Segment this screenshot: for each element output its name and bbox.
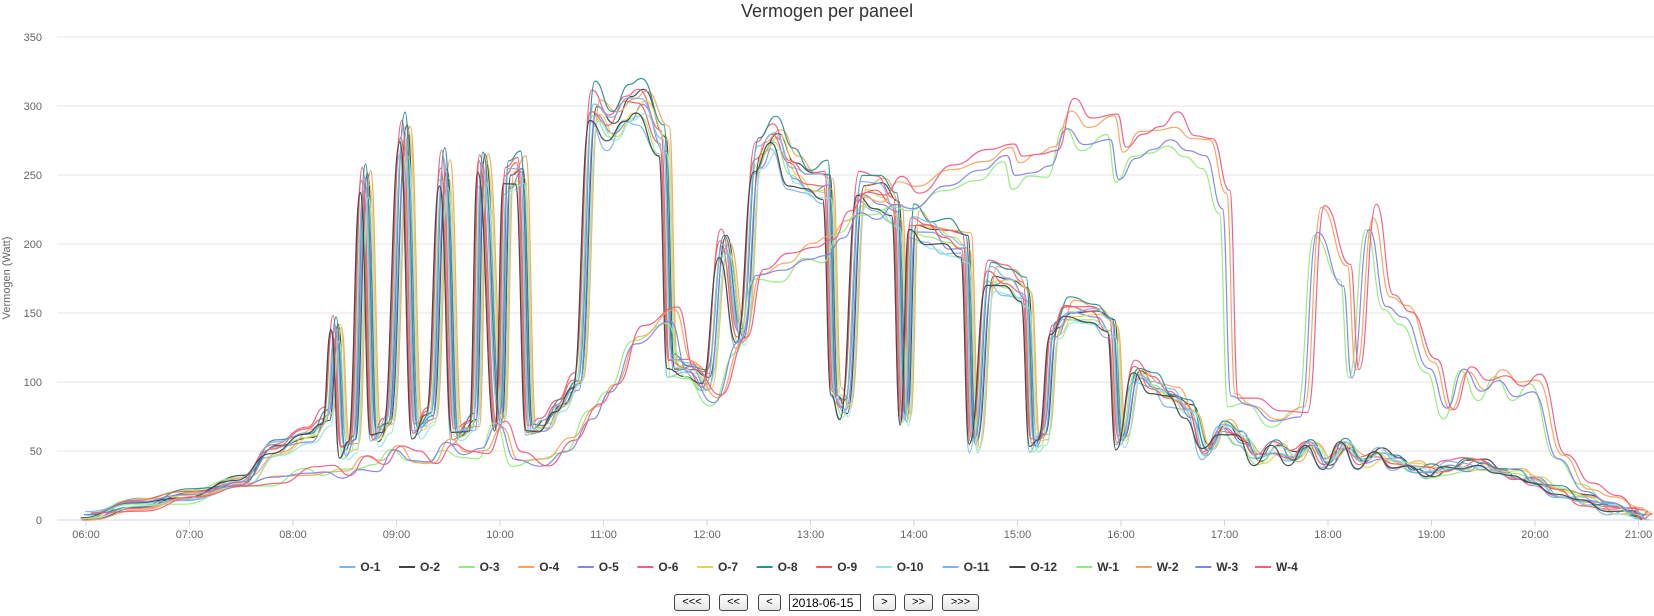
y-axis-label: Vermogen (Watt) (1, 237, 13, 320)
legend-label: O-10 (897, 560, 924, 574)
legend-item-o-8[interactable]: O-8 (756, 560, 798, 574)
series-line-o-12 (80, 112, 1643, 520)
series-lines (80, 77, 1653, 521)
legend-label: O-7 (718, 560, 738, 574)
x-tick-label: 12:00 (693, 529, 721, 541)
series-line-o-6 (82, 88, 1645, 521)
legend-item-o-6[interactable]: O-6 (637, 560, 679, 574)
legend-item-w-4[interactable]: W-4 (1255, 560, 1298, 574)
x-tick-label: 10:00 (486, 529, 514, 541)
legend-label: O-8 (778, 560, 798, 574)
y-tick-label: 200 (24, 239, 42, 251)
x-tick-label: 18:00 (1314, 529, 1342, 541)
x-tick-label: 08:00 (279, 529, 307, 541)
series-line-w-4 (91, 97, 1653, 520)
y-tick-label: 250 (24, 170, 42, 182)
x-tick-label: 20:00 (1521, 529, 1549, 541)
previous-day-button[interactable]: < (758, 594, 781, 611)
legend-item-o-10[interactable]: O-10 (875, 560, 924, 574)
series-line-o-8 (85, 77, 1648, 517)
x-tick-label: 13:00 (797, 529, 825, 541)
legend-item-o-1[interactable]: O-1 (339, 560, 381, 574)
legend-item-o-2[interactable]: O-2 (399, 560, 440, 574)
last-button[interactable]: >>> (942, 594, 979, 611)
legend-label: O-6 (658, 560, 678, 574)
legend-item-o-3[interactable]: O-3 (458, 560, 500, 574)
x-tick-label: 21:00 (1625, 529, 1653, 541)
date-input[interactable] (789, 594, 861, 611)
series-line-w-1 (80, 126, 1643, 520)
x-tick-label: 06:00 (72, 529, 100, 541)
legend-item-w-3[interactable]: W-3 (1195, 560, 1238, 574)
legend-item-o-11[interactable]: O-11 (942, 560, 990, 574)
previous-week-button[interactable]: << (719, 594, 748, 611)
legend-label: W-2 (1157, 560, 1179, 574)
legend-item-w-2[interactable]: W-2 (1135, 560, 1179, 574)
legend-label: O-11 (964, 560, 990, 574)
y-tick-label: 300 (24, 101, 42, 113)
legend-item-o-12[interactable]: O-12 (1009, 560, 1057, 574)
legend-label: O-3 (480, 560, 500, 574)
legend-label: O-5 (599, 560, 619, 574)
x-tick-label: 11:00 (590, 529, 617, 541)
x-tick-label: 19:00 (1418, 529, 1446, 541)
series-line-o-9 (81, 100, 1644, 521)
series-line-w-2 (88, 110, 1650, 521)
legend-item-o-7[interactable]: O-7 (697, 560, 738, 574)
chart-title: Vermogen per paneel (741, 1, 913, 21)
next-day-button[interactable]: > (873, 594, 896, 611)
legend-label: W-1 (1097, 560, 1119, 574)
y-tick-label: 50 (30, 446, 42, 458)
legend-label: W-4 (1276, 560, 1298, 574)
y-tick-label: 350 (24, 32, 42, 44)
power-chart: Vermogen per paneel Vermogen (Watt) 0 50 1… (1, 1, 1654, 574)
x-tick-label: 07:00 (176, 529, 204, 541)
legend-label: W-3 (1216, 560, 1238, 574)
legend-item-o-9[interactable]: O-9 (816, 560, 858, 574)
legend-label: O-2 (420, 560, 440, 574)
legend-label: O-12 (1030, 560, 1057, 574)
x-axis-ticks: 06:00 07:00 08:00 09:00 10:00 11:00 12:00 13:00… (72, 520, 1652, 541)
series-line-o-2 (88, 88, 1650, 521)
first-button[interactable]: <<< (674, 594, 710, 611)
x-tick-label: 17:00 (1211, 529, 1239, 541)
series-line-o-10 (89, 113, 1651, 521)
x-tick-label: 14:00 (900, 529, 928, 541)
series-line-w-3 (83, 128, 1646, 516)
legend[interactable]: O-1 O-2 O-3 O-4 O-5 O-6 O-7 O-8 O-9 O-10 O-11 O-12 W… (339, 560, 1298, 574)
series-line-o-7 (90, 100, 1652, 515)
y-tick-label: 0 (36, 515, 42, 527)
next-week-button[interactable]: >> (904, 594, 933, 611)
legend-label: O-4 (539, 560, 559, 574)
date-navigation: <<< << < > >> >>> (0, 594, 1654, 616)
legend-item-w-1[interactable]: W-1 (1076, 560, 1119, 574)
legend-label: O-1 (360, 560, 380, 574)
legend-item-o-5[interactable]: O-5 (577, 560, 619, 574)
y-axis-ticks: 0 50 100 150 200 250 300 350 (24, 32, 42, 527)
legend-label: O-9 (837, 560, 857, 574)
legend-item-o-4[interactable]: O-4 (518, 560, 560, 574)
x-tick-label: 16:00 (1107, 529, 1135, 541)
x-tick-label: 15:00 (1004, 529, 1032, 541)
y-tick-label: 100 (24, 377, 42, 389)
series-line-o-3 (83, 115, 1646, 519)
x-tick-label: 09:00 (383, 529, 411, 541)
y-tick-label: 150 (24, 308, 42, 320)
